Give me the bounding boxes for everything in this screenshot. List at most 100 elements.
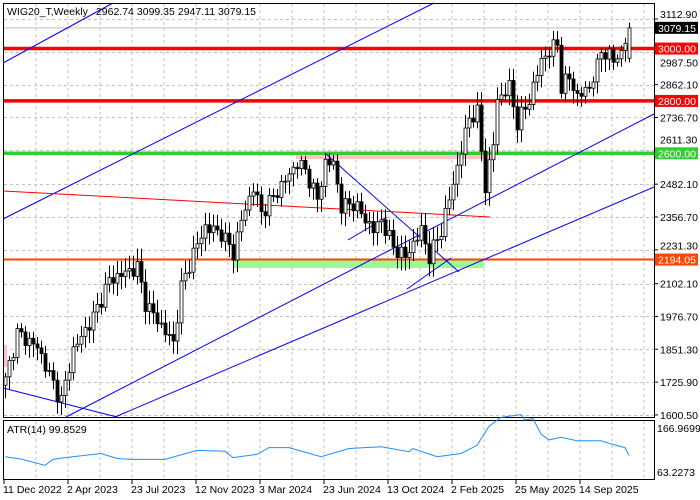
candle: [195, 231, 200, 259]
candle-body-bull: [79, 335, 84, 345]
price-axis[interactable]: 3112.90 2987.50 2862.10 2736.70 2611.30 2482.…: [654, 9, 698, 422]
candle-body-bull: [495, 99, 500, 146]
candle: [623, 37, 628, 62]
candle: [163, 310, 168, 343]
candle: [407, 240, 412, 269]
candle-body-bear: [579, 92, 584, 97]
candle: [339, 177, 344, 225]
candle-body-bear: [395, 246, 400, 258]
candle: [355, 193, 360, 219]
price-label: 2862.10: [660, 80, 698, 92]
candle: [99, 292, 104, 315]
current-price-box: [655, 21, 698, 34]
candle-body-bear: [383, 219, 388, 237]
candle: [519, 95, 524, 143]
candle-body-bull: [459, 153, 464, 166]
candle-body-bull: [535, 75, 540, 83]
date-label: 13 Oct 2024: [387, 484, 444, 496]
atr-axis-min: 63.2273: [657, 467, 695, 479]
candle: [287, 168, 292, 195]
candle-body-bull: [63, 379, 68, 396]
candle: [363, 204, 368, 232]
candle-body-bear: [39, 347, 44, 354]
candle-body-bull: [551, 39, 556, 57]
candle-body-bull: [323, 158, 328, 187]
descending-diagonal[interactable]: [324, 152, 460, 273]
candle-body-bull: [563, 73, 568, 94]
candle-body-bear: [99, 303, 104, 308]
red-sloping-line[interactable]: [2, 190, 491, 218]
candle-body-bull: [447, 199, 452, 209]
candle-body-bull: [135, 261, 140, 277]
date-label: 12 Nov 2023: [195, 484, 255, 496]
candle: [563, 66, 568, 103]
candle: [43, 345, 48, 378]
candle: [619, 45, 624, 67]
candle: [411, 229, 416, 262]
long-support-trendline[interactable]: [114, 186, 655, 418]
candles: [3, 22, 632, 416]
date-label: 25 May 2025: [515, 484, 576, 496]
candle-body-bull: [379, 219, 384, 223]
candle: [399, 235, 404, 271]
candle-body-bear: [483, 150, 488, 194]
candle-body-bear: [207, 224, 212, 234]
candle-body-bull: [223, 232, 228, 242]
candle-body-bear: [155, 312, 160, 325]
candle: [127, 255, 132, 279]
candle-body-bull: [59, 394, 64, 403]
candle: [83, 316, 88, 348]
descending-bottom-line[interactable]: [2, 387, 118, 418]
candle: [255, 183, 260, 207]
candle: [323, 153, 328, 197]
candle: [383, 209, 388, 244]
candle-body-bear: [523, 106, 528, 110]
candle-body-bull: [455, 164, 460, 185]
candle: [67, 363, 72, 391]
candle: [19, 323, 24, 338]
upper-channel-line-2[interactable]: [2, 2, 435, 220]
lower-channel-line[interactable]: [65, 113, 655, 418]
candle-body-bear: [259, 194, 264, 213]
candle: [227, 222, 232, 257]
candle: [7, 356, 12, 390]
candle: [559, 36, 564, 99]
candle: [455, 152, 460, 197]
candle-body-bear: [111, 277, 116, 284]
candle: [275, 188, 280, 204]
candle-body-bear: [51, 370, 56, 381]
candle: [459, 141, 464, 179]
candle: [499, 82, 504, 106]
candle-body-bear: [567, 73, 572, 80]
candle-body-bull: [235, 231, 240, 261]
candle-body-bull: [203, 224, 208, 239]
time-axis[interactable]: 11 Dec 2022 2 Apr 2023 23 Jul 2023 12 Nov 2…: [3, 479, 639, 496]
candle: [435, 226, 440, 252]
atr-line: [4, 414, 630, 466]
candle-body-bull: [443, 207, 448, 237]
candle-body-bull: [367, 221, 372, 224]
price-label: 2356.70: [660, 212, 698, 224]
candle-body-bull: [15, 328, 20, 358]
candle-body-bear: [423, 225, 428, 245]
candle: [627, 22, 632, 63]
candle-body-bull: [83, 327, 88, 337]
candle: [203, 212, 208, 252]
candle-body-bear: [307, 168, 312, 189]
candle-body-bull: [291, 166, 296, 175]
upper-channel-line-1[interactable]: [2, 2, 114, 64]
candle: [375, 211, 380, 246]
candle-body-bear: [303, 159, 308, 170]
candle: [223, 222, 228, 252]
candle-body-bull: [519, 106, 524, 131]
candle: [299, 155, 304, 176]
candle: [583, 81, 588, 104]
candle: [547, 46, 552, 69]
grid: [4, 4, 654, 479]
candle-body-bull: [319, 186, 324, 200]
candle: [531, 71, 536, 110]
level-label-box: [655, 253, 698, 266]
candle: [591, 76, 596, 97]
candle: [267, 188, 272, 226]
